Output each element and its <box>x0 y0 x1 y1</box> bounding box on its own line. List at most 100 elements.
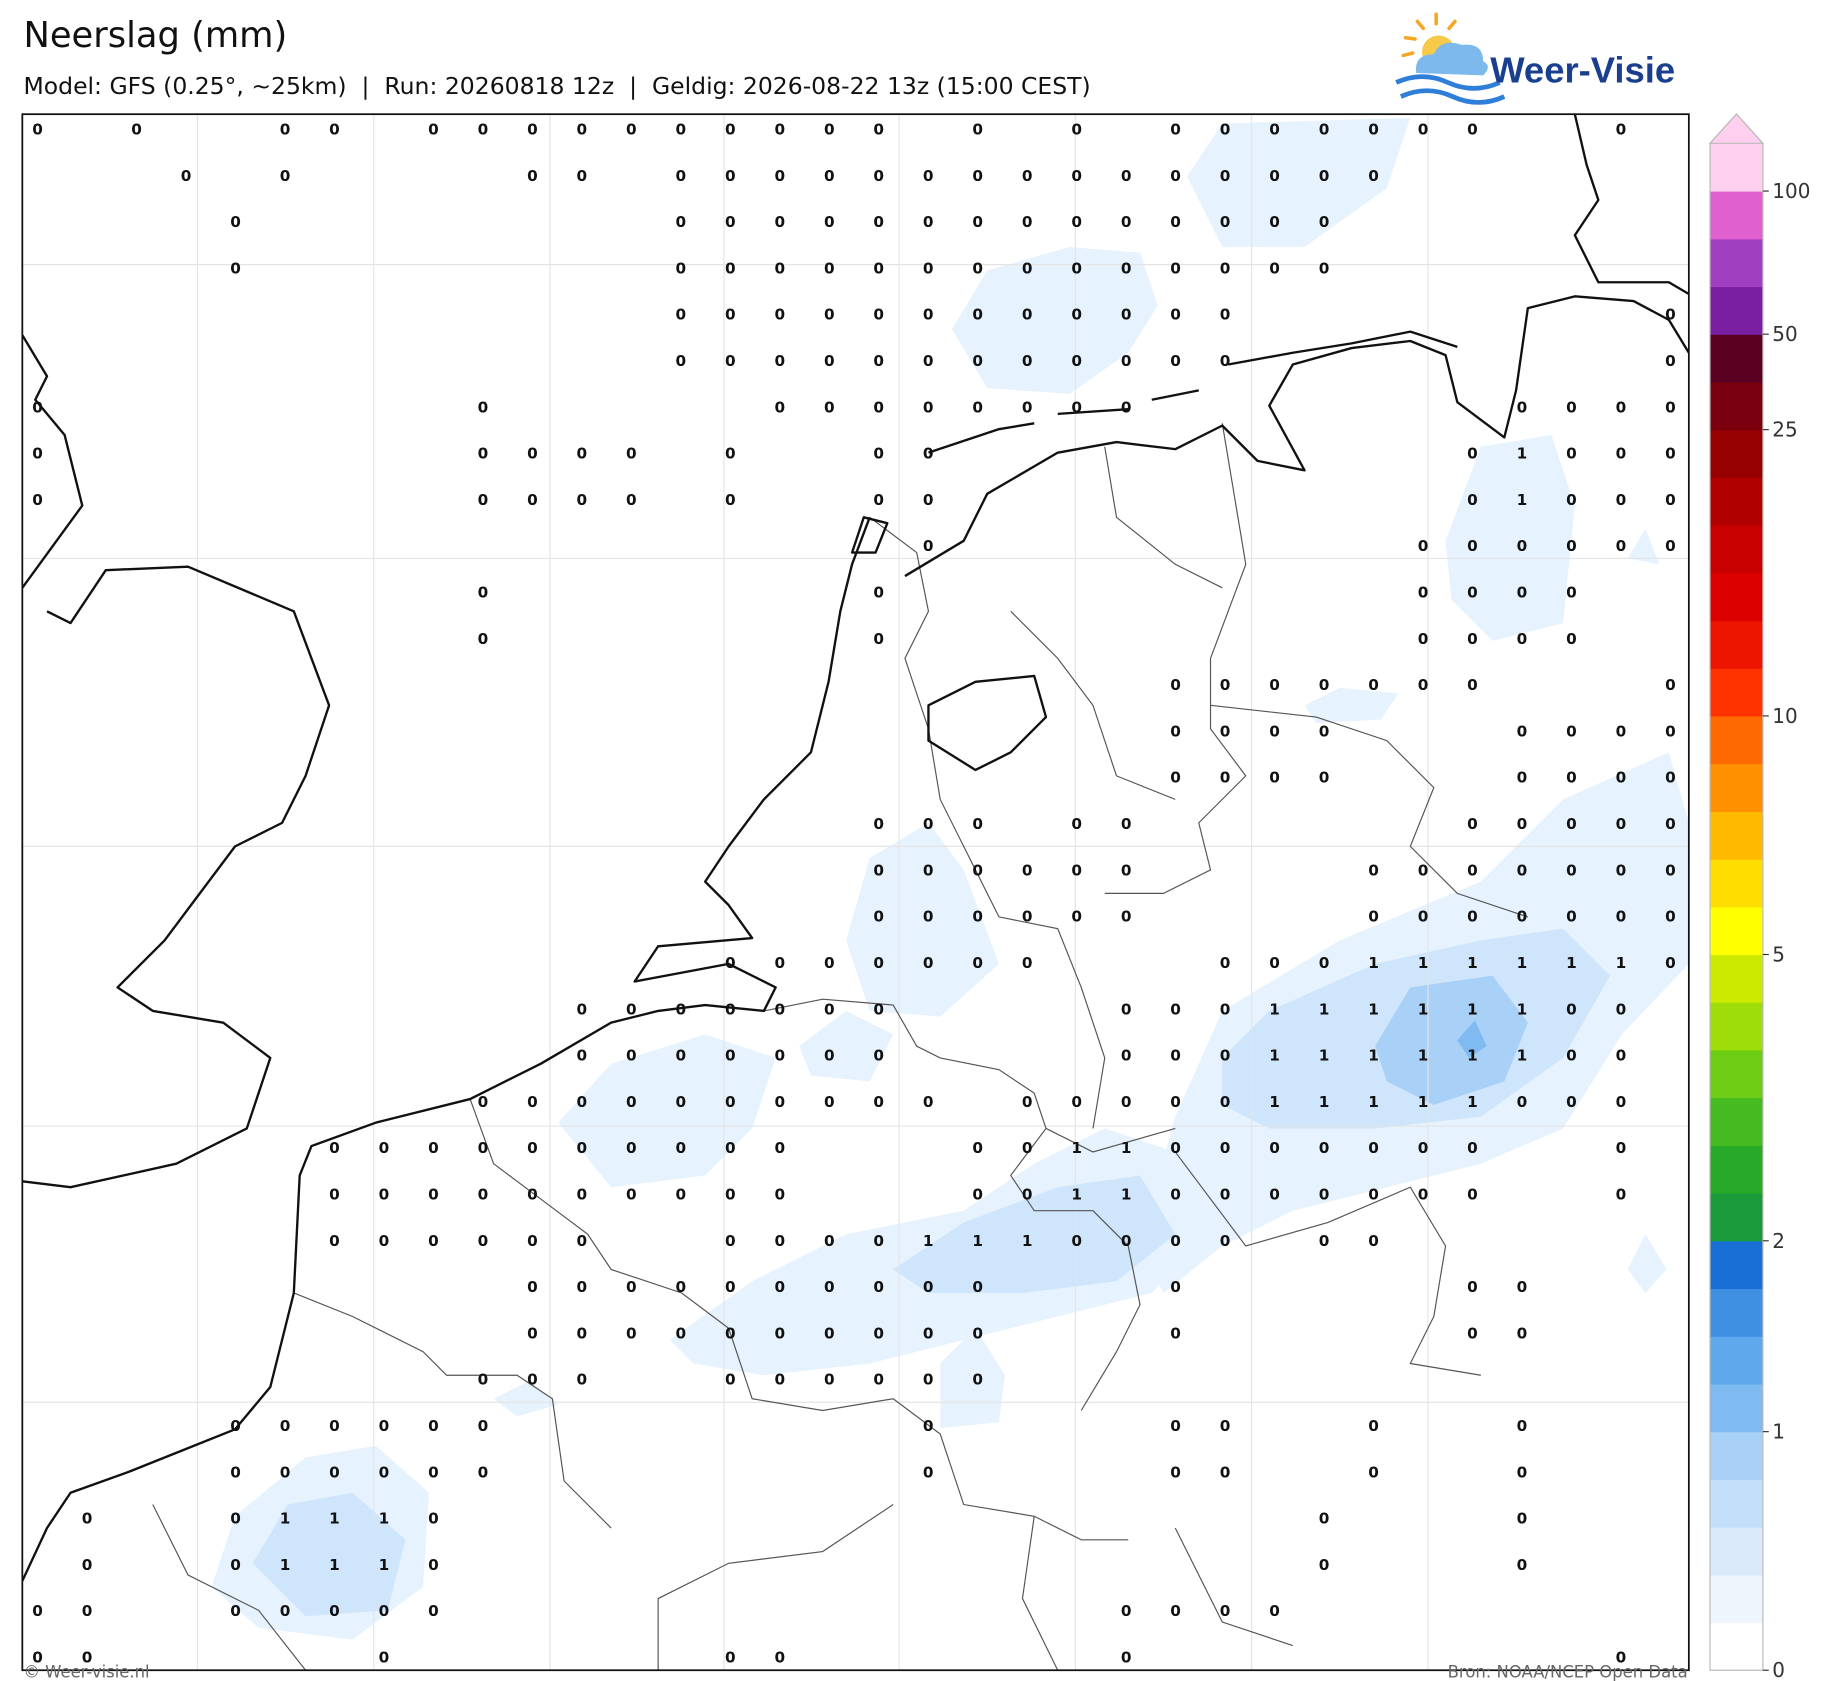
grid-value: 0 <box>1121 1602 1132 1620</box>
grid-value: 0 <box>1071 306 1082 324</box>
logo: Weer-Visie <box>1395 12 1675 105</box>
grid-value: 0 <box>725 1093 736 1111</box>
grid-value: 0 <box>923 1371 934 1389</box>
grid-value: 0 <box>923 398 934 416</box>
grid-value: 1 <box>1616 954 1627 972</box>
grid-value: 0 <box>1170 1000 1181 1018</box>
colorbar-tick-label: 25 <box>1772 418 1797 442</box>
grid-value: 1 <box>1022 1232 1033 1250</box>
grid-value: 0 <box>774 213 785 231</box>
grid-value: 0 <box>626 1139 637 1157</box>
grid-value: 0 <box>1170 1139 1181 1157</box>
grid-value: 0 <box>873 167 884 185</box>
grid-value: 0 <box>725 306 736 324</box>
grid-value: 0 <box>1566 398 1577 416</box>
colorbar-band <box>1710 1479 1763 1528</box>
grid-value: 0 <box>1368 120 1379 138</box>
grid-value: 0 <box>1467 445 1478 463</box>
grid-value: 0 <box>1319 259 1330 277</box>
colorbar-band <box>1710 1097 1763 1146</box>
grid-value: 0 <box>972 1185 983 1203</box>
grid-value: 0 <box>725 1232 736 1250</box>
grid-value: 1 <box>923 1232 934 1250</box>
grid-value: 0 <box>1220 954 1231 972</box>
grid-value: 0 <box>1220 167 1231 185</box>
grid-value: 0 <box>1467 120 1478 138</box>
colorbar-tick-label: 5 <box>1772 943 1785 967</box>
grid-value: 0 <box>1566 1093 1577 1111</box>
grid-value: 0 <box>725 1278 736 1296</box>
grid-value: 0 <box>1220 1185 1231 1203</box>
grid-value: 1 <box>1368 1000 1379 1018</box>
grid-value: 0 <box>181 167 192 185</box>
grid-value: 0 <box>577 1232 588 1250</box>
colorbar-extend <box>1708 113 1765 144</box>
grid-value: 0 <box>1269 167 1280 185</box>
grid-value: 0 <box>1220 676 1231 694</box>
grid-value: 0 <box>725 491 736 509</box>
grid-value: 1 <box>1319 1093 1330 1111</box>
grid-value: 0 <box>478 1371 489 1389</box>
grid-value: 0 <box>329 1463 340 1481</box>
grid-value: 0 <box>725 167 736 185</box>
grid-value: 0 <box>774 120 785 138</box>
grid-value: 0 <box>923 259 934 277</box>
grid-value: 0 <box>379 1602 390 1620</box>
grid-value: 0 <box>230 1463 241 1481</box>
grid-value: 0 <box>1616 861 1627 879</box>
grid-value: 0 <box>873 352 884 370</box>
title: Neerslag (mm) <box>24 15 288 56</box>
grid-value: 0 <box>1170 1047 1181 1065</box>
grid-value: 0 <box>972 259 983 277</box>
grid-value: 0 <box>1467 1324 1478 1342</box>
grid-value: 0 <box>230 1556 241 1574</box>
grid-value: 0 <box>1566 769 1577 787</box>
colorbar-band <box>1710 191 1763 240</box>
grid-value: 0 <box>725 213 736 231</box>
grid-value: 0 <box>1022 954 1033 972</box>
colorbar-band <box>1710 1527 1763 1576</box>
logo-text: Weer-Visie <box>1490 49 1675 90</box>
grid-value: 0 <box>478 398 489 416</box>
grid-value: 0 <box>824 259 835 277</box>
grid-value: 0 <box>873 1371 884 1389</box>
grid-value: 0 <box>774 352 785 370</box>
grid-value: 0 <box>774 1278 785 1296</box>
grid-value: 0 <box>1517 722 1528 740</box>
grid-value: 0 <box>972 1278 983 1296</box>
grid-value: 0 <box>379 1463 390 1481</box>
grid-value: 0 <box>1319 722 1330 740</box>
grid-value: 0 <box>1022 1185 1033 1203</box>
grid-value: 0 <box>527 167 538 185</box>
colorbar-band <box>1710 811 1763 860</box>
grid-value: 0 <box>1467 584 1478 602</box>
grid-value: 0 <box>1071 815 1082 833</box>
grid-value: 0 <box>923 445 934 463</box>
grid-value: 0 <box>676 1278 687 1296</box>
grid-value: 1 <box>1368 1047 1379 1065</box>
grid-value: 0 <box>32 1602 43 1620</box>
grid-value: 0 <box>527 1185 538 1203</box>
grid-value: 0 <box>1467 1278 1478 1296</box>
grid-value: 0 <box>1269 769 1280 787</box>
grid-value: 0 <box>1220 213 1231 231</box>
grid-value: 0 <box>1022 861 1033 879</box>
grid-value: 0 <box>1022 259 1033 277</box>
grid-value: 0 <box>1418 676 1429 694</box>
grid-value: 0 <box>1517 537 1528 555</box>
grid-value: 0 <box>478 1463 489 1481</box>
grid-value: 0 <box>1665 769 1676 787</box>
logo-wave <box>1399 88 1506 105</box>
grid-value: 0 <box>1319 167 1330 185</box>
colorbar-band <box>1710 429 1763 478</box>
grid-value: 0 <box>1566 908 1577 926</box>
grid-value: 0 <box>1071 908 1082 926</box>
grid-value: 0 <box>626 1000 637 1018</box>
grid-value: 0 <box>280 1463 291 1481</box>
grid-value: 0 <box>725 1000 736 1018</box>
grid-value: 0 <box>923 1463 934 1481</box>
grid-value: 0 <box>923 306 934 324</box>
grid-value: 0 <box>1665 398 1676 416</box>
grid-value: 0 <box>873 1047 884 1065</box>
grid-value: 0 <box>577 1047 588 1065</box>
